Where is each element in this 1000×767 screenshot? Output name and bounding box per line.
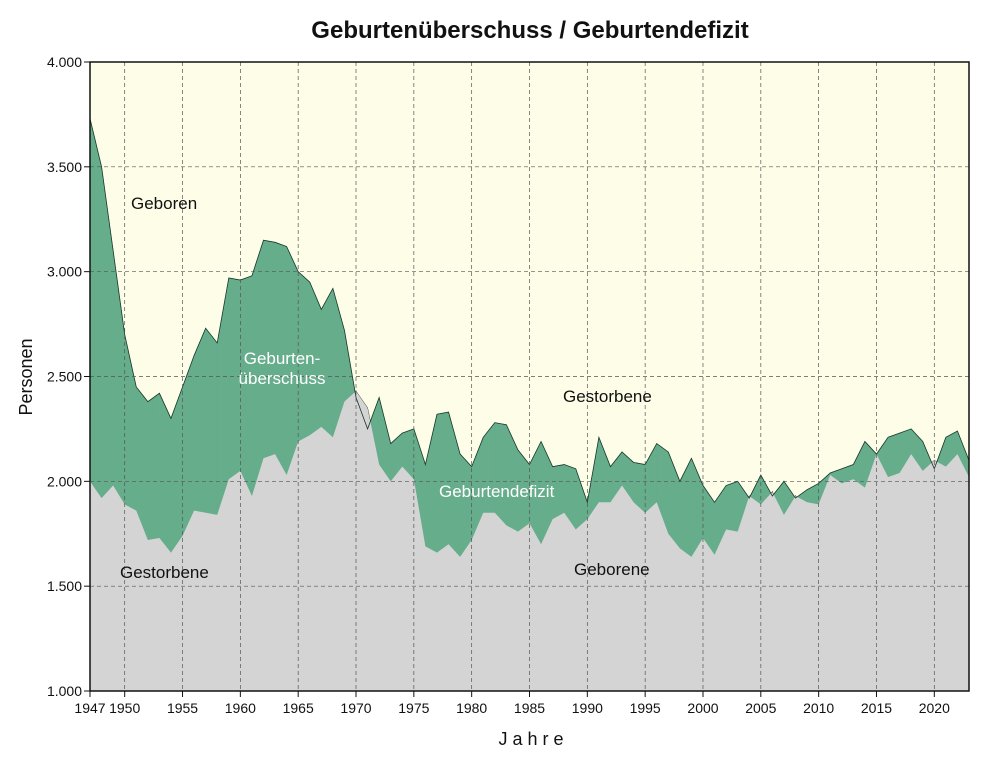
band-segment-2016 [888,433,900,477]
x-tick-label-2000: 2000 [687,700,718,716]
x-tick-label-1960: 1960 [225,700,256,716]
band-segment-1952 [148,393,160,540]
label-geborene-top: Geboren [131,194,197,213]
band-segment-1953 [159,393,171,552]
band-segment-1947 [90,119,102,498]
y-tick-label-2500: 2.500 [47,369,82,385]
y-tick-label-4000: 4.000 [47,54,82,70]
x-tick-label-2010: 2010 [803,700,834,716]
y-tick-label-3000: 3.000 [47,264,82,280]
x-tick-label-1975: 1975 [398,700,429,716]
band-segment-1956 [194,328,206,513]
x-tick-label-1955: 1955 [167,700,198,716]
x-tick-label-1990: 1990 [572,700,603,716]
x-tick-label-1995: 1995 [630,700,661,716]
x-tick-label-2020: 2020 [919,700,950,716]
label-ueberschuss-line1: Geburten- [244,349,321,368]
x-tick-label-1970: 1970 [340,700,371,716]
band-segment-1957 [206,328,218,515]
band-segment-1967 [321,288,333,437]
x-tick-label-1965: 1965 [283,700,314,716]
y-tick-label-1500: 1.500 [47,578,82,594]
label-geburtendefizit: Geburtendefizit [439,482,555,501]
band-segment-1979 [460,454,472,557]
label-gestorbene-left: Gestorbene [120,563,209,582]
x-tick-label-2005: 2005 [745,700,776,716]
x-tick-label-1985: 1985 [514,700,545,716]
x-tick-label-1950: 1950 [109,700,140,716]
y-tick-label-1000: 1.000 [47,683,82,699]
x-tick-label-2015: 2015 [861,700,892,716]
label-ueberschuss-line2: überschuss [239,369,326,388]
x-axis-title: J a h r e [498,729,563,749]
label-geborene-bottom: Geborene [574,560,650,579]
y-axis-title: Personen [16,338,36,415]
band-segment-1982 [495,423,507,526]
x-tick-label-1980: 1980 [456,700,487,716]
label-gestorbene-right: Gestorbene [563,387,652,406]
y-tick-label-3500: 3.500 [47,159,82,175]
y-tick-label-2000: 2.000 [47,473,82,489]
band-segment-1987 [553,465,565,520]
chart-title: Geburtenüberschuss / Geburtendefizit [311,17,748,44]
x-tick-label-1947: 1947 [74,700,105,716]
band-segment-2002 [726,481,738,531]
